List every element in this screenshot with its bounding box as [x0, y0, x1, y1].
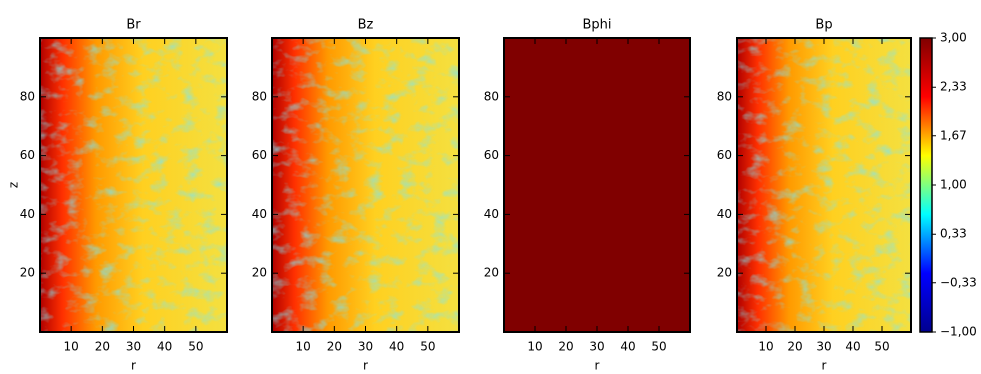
x-tick-label: 40 — [620, 340, 635, 354]
x-axis-label: r — [822, 359, 827, 373]
y-tick-label: 80 — [717, 89, 732, 103]
x-tick-label: 30 — [816, 340, 831, 354]
field-texture — [272, 38, 459, 332]
x-tick-label: 20 — [327, 340, 342, 354]
y-tick-label: 20 — [717, 266, 732, 280]
x-tick-label: 20 — [787, 340, 802, 354]
y-tick-label: 40 — [20, 207, 35, 221]
x-axis-label: r — [131, 359, 136, 373]
colorbar-tick-label: −1,00 — [940, 325, 977, 339]
x-tick-label: 20 — [95, 340, 110, 354]
field — [504, 38, 690, 332]
y-tick-label: 20 — [252, 266, 267, 280]
y-tick-label: 20 — [484, 266, 499, 280]
x-tick-label: 30 — [126, 340, 141, 354]
y-tick-label: 40 — [484, 207, 499, 221]
y-tick-label: 80 — [484, 89, 499, 103]
x-tick-label: 50 — [874, 340, 889, 354]
colorbar-tick-label: 1,00 — [940, 178, 967, 192]
y-tick-label: 80 — [252, 89, 267, 103]
panel-title: Bphi — [582, 18, 611, 33]
y-tick-label: 60 — [252, 148, 267, 162]
x-tick-label: 40 — [845, 340, 860, 354]
x-tick-label: 10 — [527, 340, 542, 354]
x-tick-label: 10 — [64, 340, 79, 354]
colorbar-tick-label: 1,67 — [940, 128, 967, 142]
field-texture — [737, 38, 911, 332]
x-axis-label: r — [363, 359, 368, 373]
x-tick-label: 30 — [358, 340, 373, 354]
y-tick-label: 60 — [484, 148, 499, 162]
x-tick-label: 40 — [389, 340, 404, 354]
field-texture — [40, 38, 227, 332]
panel-title: Bz — [358, 18, 374, 33]
y-tick-label: 20 — [20, 266, 35, 280]
panel-title: Bp — [815, 18, 832, 33]
x-tick-label: 50 — [420, 340, 435, 354]
y-axis-label: z — [7, 182, 21, 188]
colorbar — [919, 37, 933, 333]
x-tick-label: 50 — [188, 340, 203, 354]
colorbar-tick-label: 0,33 — [940, 227, 967, 241]
panel-title: Br — [126, 18, 141, 33]
x-tick-label: 30 — [589, 340, 604, 354]
colorbar-tick-label: 3,00 — [940, 31, 967, 45]
x-tick-label: 10 — [758, 340, 773, 354]
y-tick-label: 40 — [717, 207, 732, 221]
x-tick-label: 10 — [296, 340, 311, 354]
colorbar-tick-label: 2,33 — [940, 80, 967, 94]
y-tick-label: 80 — [20, 89, 35, 103]
x-tick-label: 50 — [651, 340, 666, 354]
y-tick-label: 60 — [20, 148, 35, 162]
x-tick-label: 40 — [157, 340, 172, 354]
x-tick-label: 20 — [558, 340, 573, 354]
y-tick-label: 40 — [252, 207, 267, 221]
y-tick-label: 60 — [717, 148, 732, 162]
colorbar-tick-label: −0,33 — [940, 275, 977, 289]
x-axis-label: r — [595, 359, 600, 373]
